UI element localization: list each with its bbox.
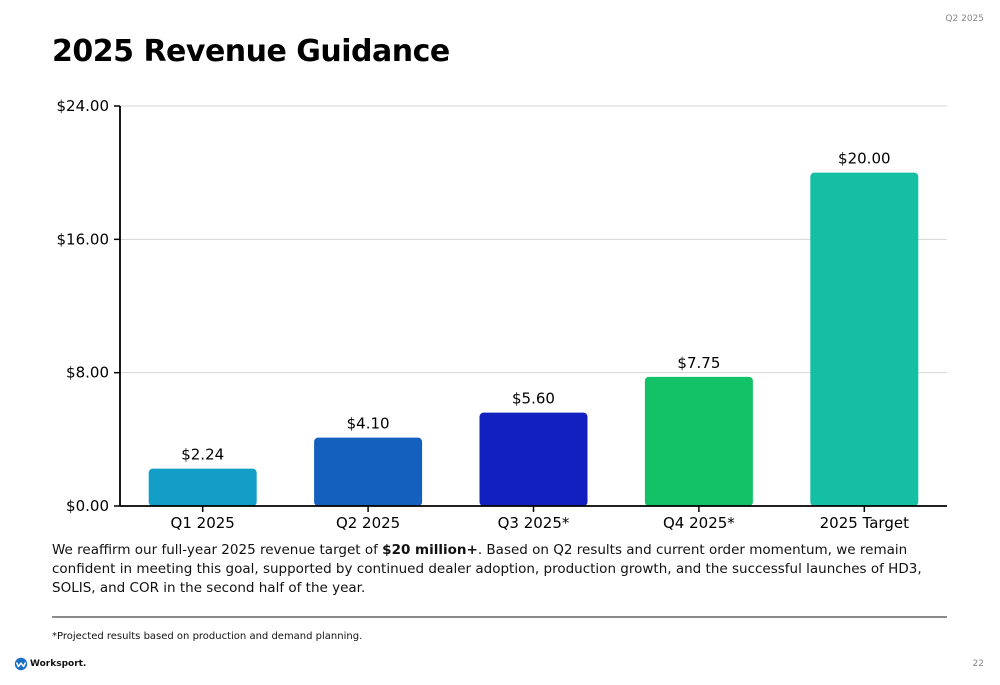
page-number: 22 — [972, 659, 984, 669]
footnote: *Projected results based on production a… — [52, 631, 363, 642]
x-tick-label: Q2 2025 — [336, 514, 400, 532]
footnote-divider — [52, 616, 947, 618]
bar — [644, 376, 753, 506]
guidance-target-highlight: $20 million+ — [382, 542, 478, 558]
bar — [810, 172, 919, 506]
bar-value-label: $2.24 — [181, 446, 224, 464]
company-logo: Worksport. — [14, 657, 86, 671]
logo-wordmark: Worksport. — [30, 659, 87, 669]
revenue-bar-chart: $0.00 $8.00 $16.00 $24.00 $2.24 Q1 2025 $4.10 Q… — [57, 97, 947, 532]
y-tick-label: $16.00 — [57, 230, 110, 248]
bar — [479, 412, 588, 506]
worksport-logo-icon — [14, 657, 28, 671]
bar-value-label: $7.75 — [677, 354, 720, 372]
bar-value-label: $20.00 — [838, 150, 891, 168]
bar — [148, 468, 257, 506]
y-tick-label: $8.00 — [66, 364, 109, 382]
bar — [314, 437, 423, 506]
guidance-text-end: . Based on Q2 results and current order … — [52, 542, 922, 596]
x-tick-label: Q4 2025* — [663, 514, 735, 532]
guidance-paragraph: We reaffirm our full-year 2025 revenue t… — [52, 541, 952, 598]
y-tick-label: $24.00 — [57, 97, 110, 115]
x-tick-label: Q1 2025 — [171, 514, 235, 532]
x-tick-label: Q3 2025* — [498, 514, 570, 532]
bar-value-label: $4.10 — [347, 415, 390, 433]
guidance-text-start: We reaffirm our full-year 2025 revenue t… — [52, 542, 383, 558]
y-tick-label: $0.00 — [66, 497, 109, 515]
page-title: 2025 Revenue Guidance — [52, 34, 450, 69]
x-tick-label: 2025 Target — [820, 514, 909, 532]
bar-value-label: $5.60 — [512, 390, 555, 408]
header-quarter-tag: Q2 2025 — [945, 14, 984, 24]
